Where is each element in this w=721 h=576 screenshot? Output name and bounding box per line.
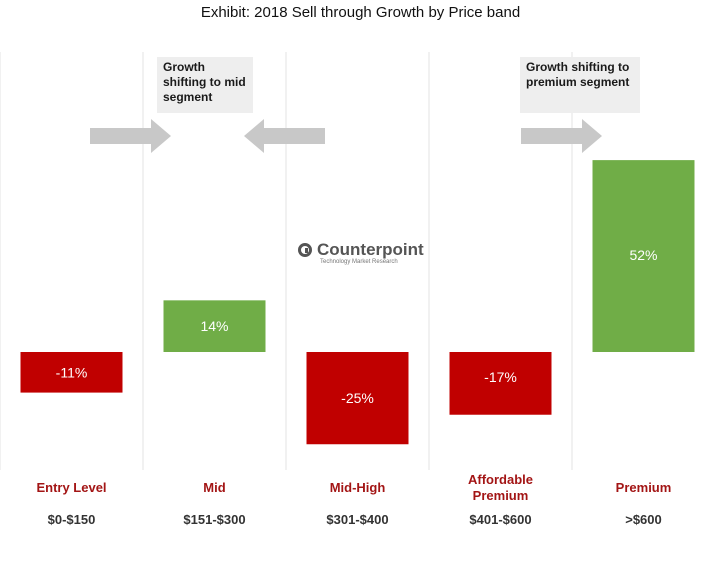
data-label: 52% xyxy=(629,247,657,263)
callout-mid-shift: Growth shifting to mid segment xyxy=(157,57,253,113)
price-range-label: >$600 xyxy=(625,512,662,527)
bar-entry-level xyxy=(20,352,123,393)
bar-premium xyxy=(592,160,695,352)
data-label: 14% xyxy=(200,318,228,334)
data-label: -17% xyxy=(484,369,517,385)
counterpoint-logo-icon xyxy=(298,243,312,257)
logo-tagline: Technology Market Research xyxy=(320,259,398,265)
category-label: Entry Level xyxy=(36,480,107,495)
shift-arrow-icon xyxy=(244,119,325,153)
shift-arrow-icon xyxy=(90,119,171,153)
category-label: Affordable Premium xyxy=(468,472,533,503)
data-label: -25% xyxy=(341,390,374,406)
category-label: Mid-High xyxy=(329,480,386,495)
price-range-label: $301-$400 xyxy=(326,512,389,527)
logo-name: Counterpoint xyxy=(317,240,424,259)
callout-premium-shift: Growth shifting to premium segment xyxy=(520,57,640,113)
category-label: Premium xyxy=(615,480,672,495)
price-range-label: $0-$150 xyxy=(47,512,96,527)
chart-title: Exhibit: 2018 Sell through Growth by Pri… xyxy=(200,4,521,21)
price-range-label: $401-$600 xyxy=(469,512,532,527)
bar-mid-high xyxy=(306,352,409,445)
bar-mid xyxy=(163,300,266,352)
bar-affordable-premium xyxy=(449,352,552,415)
category-label: Mid xyxy=(203,480,226,495)
data-label: -11% xyxy=(56,364,88,380)
shift-arrow-icon xyxy=(521,119,602,153)
price-range-label: $151-$300 xyxy=(183,512,246,527)
